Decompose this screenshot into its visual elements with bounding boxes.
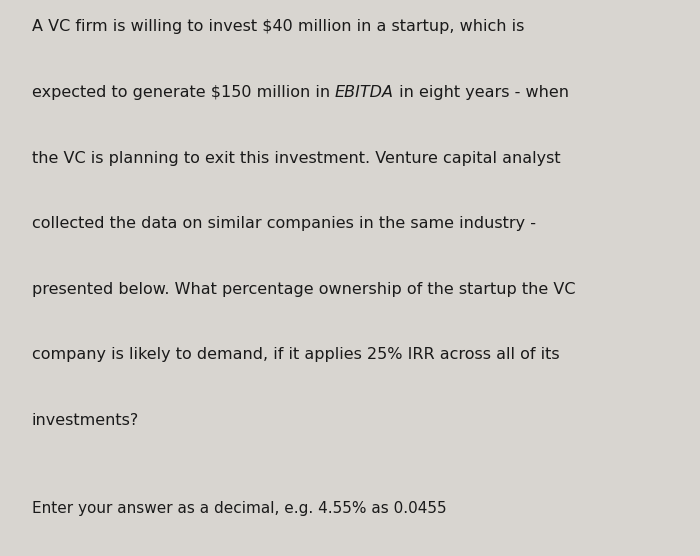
Text: EBITDA: EBITDA xyxy=(335,85,393,100)
Text: presented below. What percentage ownership of the startup the VC: presented below. What percentage ownersh… xyxy=(32,282,575,297)
Text: Enter your answer as a decimal, e.g. 4.55% as 0.0455: Enter your answer as a decimal, e.g. 4.5… xyxy=(32,501,446,516)
Text: in eight years - when: in eight years - when xyxy=(393,85,568,100)
Text: company is likely to demand, if it applies 25% IRR across all of its: company is likely to demand, if it appli… xyxy=(32,348,559,363)
Text: expected to generate $150 million in: expected to generate $150 million in xyxy=(32,85,335,100)
Text: A VC firm is willing to invest $40 million in a startup, which is: A VC firm is willing to invest $40 milli… xyxy=(32,19,524,34)
Text: the VC is planning to exit this investment. Venture capital analyst: the VC is planning to exit this investme… xyxy=(32,151,560,166)
Text: investments?: investments? xyxy=(32,413,139,428)
Text: collected the data on similar companies in the same industry -: collected the data on similar companies … xyxy=(32,216,536,231)
